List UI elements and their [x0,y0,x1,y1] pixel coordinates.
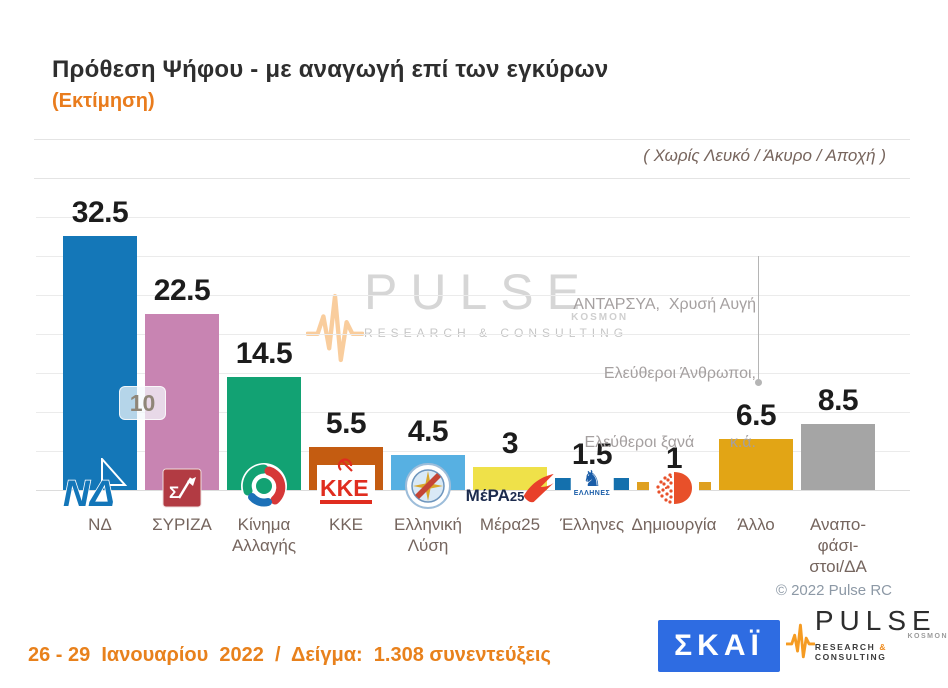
svg-text:Σ: Σ [169,483,179,502]
gridline-15 [36,373,910,374]
bar [719,439,793,490]
gridline-5 [36,451,910,452]
mera25-logo: ΜέΡΑ25 [466,472,555,506]
watermark-tagline: RESEARCH & CONSULTING [364,326,629,340]
svg-text:ΝΔ: ΝΔ [63,473,115,510]
value-label: 5.5 [325,407,367,440]
value-label: 4.5 [407,415,449,448]
pulse-heartbeat-icon [306,293,364,363]
pulse-logo-group: KOSMON [907,633,948,640]
page-title: Πρόθεση Ψήφου - με αναγωγή επί των εγκύρ… [52,56,609,83]
category-label: ΚΚΕ [328,515,364,534]
svg-text:ΚΚΕ: ΚΚΕ [320,475,369,501]
kinal-logo-icon [240,462,288,510]
watermark-group: KOSMON [571,312,629,323]
divider-bottom [34,178,910,179]
gridline-30 [36,256,910,257]
category-label: Δημιουργία [631,515,717,534]
value-label: 14.5 [235,337,293,370]
gridline-35 [36,217,910,218]
kke-logo-icon: ΚΚΕ [317,458,375,506]
exclusion-note: ( Χωρίς Λευκό / Άκυρο / Αποχή ) [643,146,886,165]
category-label: ΣΥΡΙΖΑ [152,515,212,534]
value-label: 6.5 [735,399,777,432]
watermark-brand: PULSE [364,264,593,320]
skai-logo: ΣΚΑΪ [658,620,780,672]
syriza-logo-icon: Σ [162,468,202,508]
value-label: 22.5 [153,274,211,307]
ellines-horseman-icon: ♞ [582,466,602,491]
dimiourgia-brain-icon [649,470,699,506]
bar [473,467,547,490]
gridline-10 [36,412,910,413]
x-axis-line [36,490,910,491]
divider-top [34,139,910,140]
category-label: Αναπο- φάσι- στοι/ΔΑ [809,515,867,576]
category-label: ΝΔ [88,515,112,534]
gridline-25 [36,295,910,296]
category-label: Έλληνες [559,515,625,534]
pulse-logo-brand: PULSE [814,605,937,636]
category-label: Άλλο [737,515,775,534]
nd-logo-icon: ΝΔ [59,458,141,510]
fieldwork-note: 26 - 29 Ιανουαρίου 2022 / Δείγμα: 1.308 … [28,644,551,666]
small-parties-annotation: ΑΝΤΑΡΣΥΑ, Χρυσή Αυγή Ελεύθεροι Άνθρωποι,… [573,296,756,451]
value-label: 8.5 [817,384,859,417]
mera25-bird-icon [523,474,554,503]
value-label: 1.5 [571,438,613,471]
value-label: 32.5 [71,196,129,229]
pulse-watermark: PULSE KOSMON RESEARCH & CONSULTING [306,266,628,372]
pulse-logo: PULSE KOSMON RESEARCH & CONSULTING [786,606,948,666]
axis-label-10: 10 [119,386,166,420]
elliniki-lysi-compass-icon [404,462,452,510]
gridline-20 [36,334,910,335]
bar [801,424,875,490]
pulse-heartbeat-icon [786,623,815,659]
annotation-leader-line [755,256,762,386]
category-label: Μέρα25 [479,515,541,534]
copyright: © 2022 Pulse RC [775,582,892,599]
ellines-logo: ♞ ΕΛΛΗΝΕΣ [570,466,614,499]
pulse-logo-tagline: RESEARCH & CONSULTING [814,642,888,662]
page-subtitle: (Εκτίμηση) [52,90,155,112]
value-label: 1 [665,442,683,475]
category-label: Ελληνική Λύση [393,515,463,555]
category-label: Κίνημα Αλλαγής [231,515,297,555]
value-label: 3 [501,427,519,460]
bar [63,236,137,490]
